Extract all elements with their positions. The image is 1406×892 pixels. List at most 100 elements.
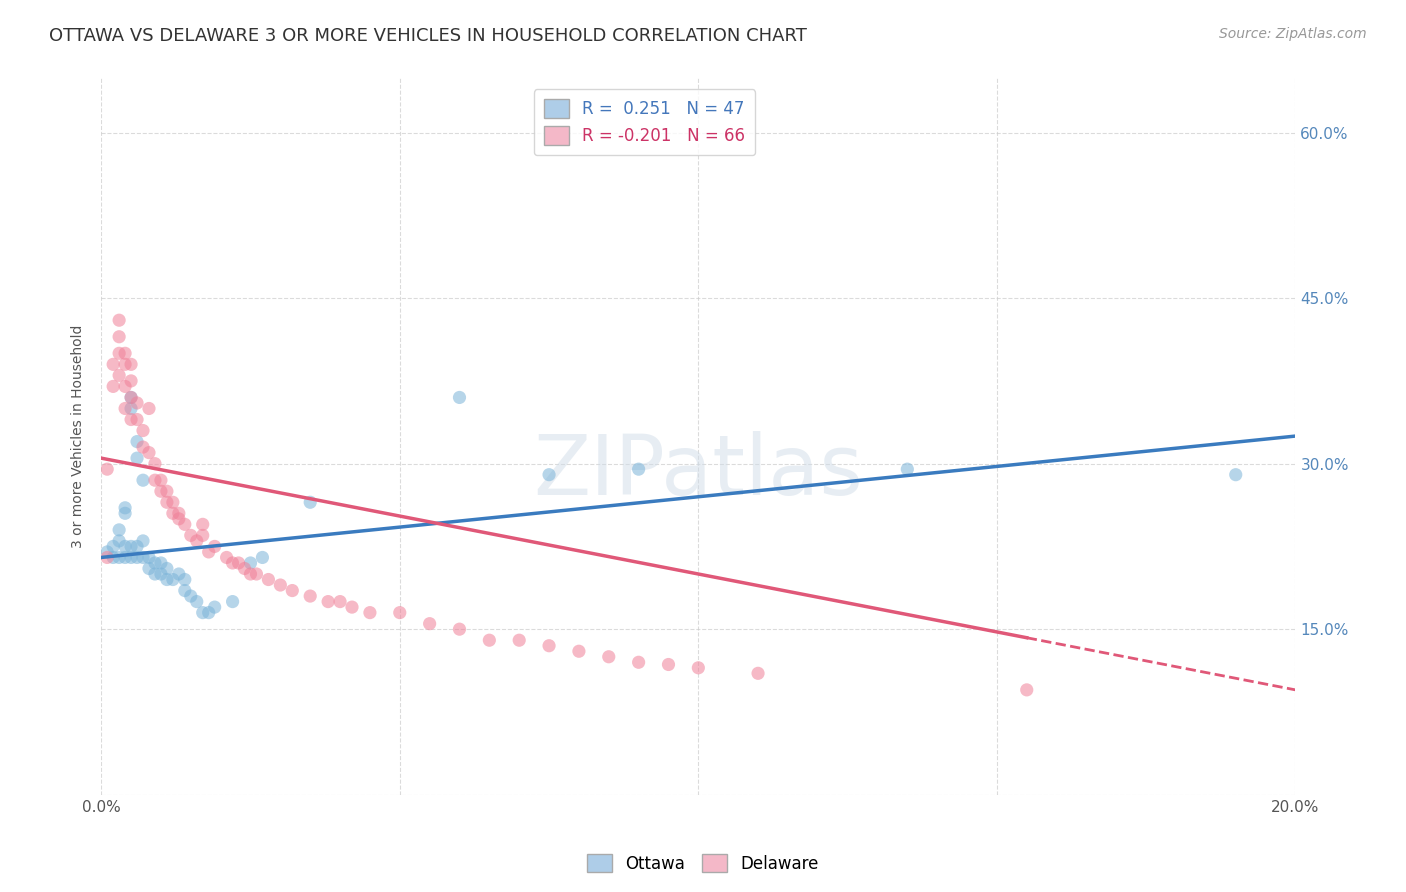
Point — [156, 561, 179, 575]
Y-axis label: 3 or more Vehicles in Household: 3 or more Vehicles in Household — [72, 325, 86, 548]
Point — [120, 374, 142, 388]
Point — [359, 606, 381, 620]
Point — [173, 583, 195, 598]
Point — [657, 657, 679, 672]
Point — [132, 533, 155, 548]
Point — [149, 556, 172, 570]
Point — [125, 550, 148, 565]
Point — [747, 666, 769, 681]
Point — [143, 457, 166, 471]
Point — [215, 550, 238, 565]
Point — [598, 649, 620, 664]
Point — [568, 644, 591, 658]
Legend: R =  0.251   N = 47, R = -0.201   N = 66: R = 0.251 N = 47, R = -0.201 N = 66 — [534, 89, 755, 155]
Point — [114, 357, 136, 371]
Point — [896, 462, 918, 476]
Point — [162, 573, 184, 587]
Point — [388, 606, 411, 620]
Point — [269, 578, 291, 592]
Point — [508, 633, 530, 648]
Point — [167, 506, 190, 520]
Point — [101, 379, 124, 393]
Text: Source: ZipAtlas.com: Source: ZipAtlas.com — [1219, 27, 1367, 41]
Point — [132, 473, 155, 487]
Point — [281, 583, 304, 598]
Point — [120, 391, 142, 405]
Point — [101, 550, 124, 565]
Point — [191, 517, 214, 532]
Point — [138, 550, 160, 565]
Point — [299, 495, 322, 509]
Point — [239, 567, 262, 582]
Point — [149, 473, 172, 487]
Point — [114, 540, 136, 554]
Point — [688, 661, 710, 675]
Point — [1015, 682, 1038, 697]
Point — [156, 495, 179, 509]
Point — [101, 357, 124, 371]
Point — [627, 462, 650, 476]
Point — [538, 467, 561, 482]
Point — [162, 495, 184, 509]
Point — [108, 523, 131, 537]
Point — [245, 567, 267, 582]
Point — [228, 556, 250, 570]
Point — [108, 368, 131, 383]
Text: OTTAWA VS DELAWARE 3 OR MORE VEHICLES IN HOUSEHOLD CORRELATION CHART: OTTAWA VS DELAWARE 3 OR MORE VEHICLES IN… — [49, 27, 807, 45]
Point — [180, 589, 202, 603]
Point — [449, 391, 471, 405]
Point — [114, 379, 136, 393]
Point — [132, 440, 155, 454]
Point — [197, 606, 219, 620]
Point — [101, 540, 124, 554]
Point — [96, 545, 118, 559]
Point — [120, 550, 142, 565]
Point — [132, 550, 155, 565]
Point — [204, 540, 226, 554]
Point — [180, 528, 202, 542]
Point — [108, 550, 131, 565]
Point — [138, 445, 160, 459]
Point — [221, 556, 243, 570]
Point — [204, 600, 226, 615]
Point — [96, 550, 118, 565]
Point — [627, 655, 650, 669]
Point — [120, 540, 142, 554]
Point — [125, 434, 148, 449]
Point — [114, 506, 136, 520]
Point — [120, 391, 142, 405]
Point — [1225, 467, 1247, 482]
Point — [149, 567, 172, 582]
Point — [120, 401, 142, 416]
Point — [239, 556, 262, 570]
Point — [125, 540, 148, 554]
Point — [108, 313, 131, 327]
Point — [191, 606, 214, 620]
Point — [299, 589, 322, 603]
Point — [173, 573, 195, 587]
Point — [143, 473, 166, 487]
Point — [138, 401, 160, 416]
Point — [186, 533, 208, 548]
Point — [132, 424, 155, 438]
Point — [114, 500, 136, 515]
Point — [143, 567, 166, 582]
Point — [221, 594, 243, 608]
Point — [108, 533, 131, 548]
Text: ZIPatlas: ZIPatlas — [533, 432, 863, 512]
Point — [419, 616, 441, 631]
Point — [340, 600, 363, 615]
Point — [167, 512, 190, 526]
Point — [125, 451, 148, 466]
Point — [114, 550, 136, 565]
Point — [197, 545, 219, 559]
Point — [120, 412, 142, 426]
Point — [316, 594, 339, 608]
Point — [125, 396, 148, 410]
Point — [96, 462, 118, 476]
Legend: Ottawa, Delaware: Ottawa, Delaware — [581, 847, 825, 880]
Point — [114, 346, 136, 360]
Point — [156, 573, 179, 587]
Point — [108, 330, 131, 344]
Point — [173, 517, 195, 532]
